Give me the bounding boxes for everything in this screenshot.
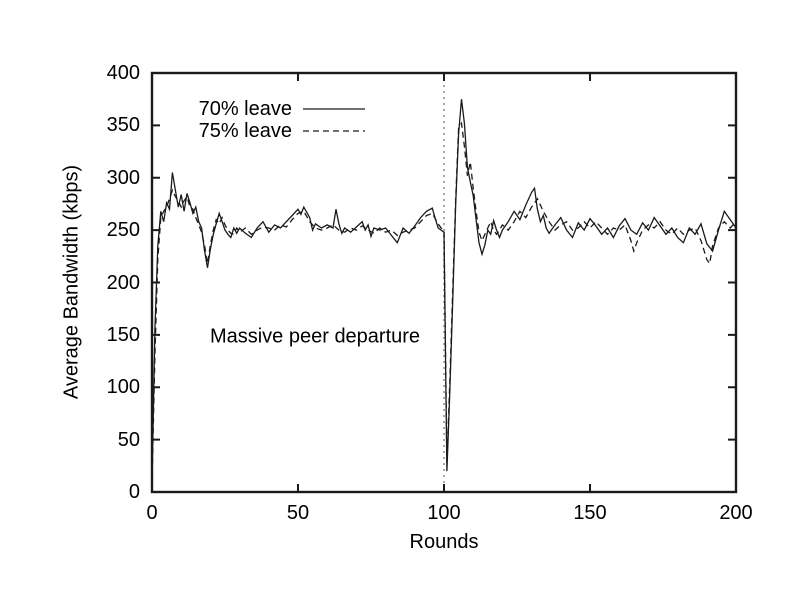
- x-tick-label: 150: [573, 502, 607, 524]
- y-tick-label: 0: [128, 481, 140, 503]
- y-tick-label: 100: [106, 376, 140, 399]
- y-tick-label: 350: [106, 114, 140, 137]
- legend-label-75-leave: 75% leave: [198, 120, 292, 142]
- y-tick-label: 150: [106, 323, 140, 346]
- x-axis-title: Rounds: [409, 531, 479, 553]
- series-line-70-leave: [151, 99, 737, 482]
- y-tick-label: 300: [106, 166, 140, 189]
- annotation-massive-peer-departure: Massive peer departure: [209, 325, 421, 348]
- series-line-75-leave: [151, 121, 737, 484]
- y-tick-label: 400: [106, 62, 140, 84]
- legend-label-70-leave: 70% leave: [198, 98, 292, 120]
- y-tick-label: 200: [106, 271, 140, 294]
- x-tick-label: 100: [427, 502, 461, 524]
- y-tick-label: 250: [106, 219, 140, 242]
- y-tick-label: 50: [117, 428, 140, 451]
- x-tick-label: 50: [286, 502, 310, 524]
- x-tick-label: 0: [146, 502, 158, 524]
- x-tick-label: 200: [719, 502, 753, 524]
